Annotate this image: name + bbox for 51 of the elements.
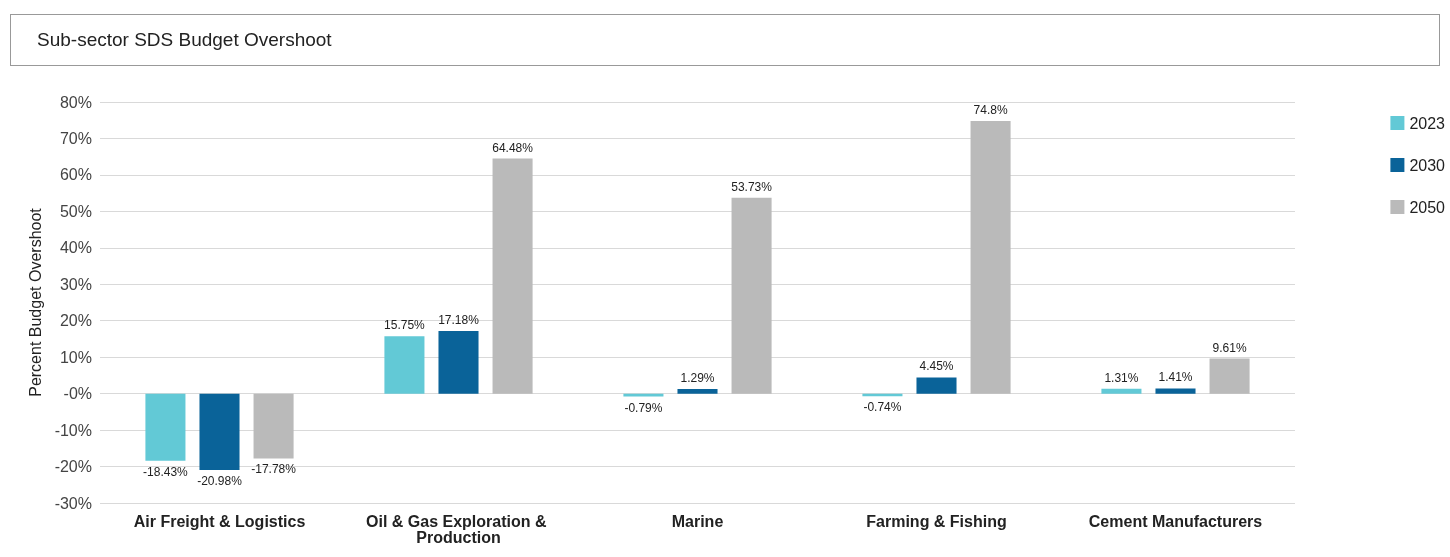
y-tick-label: -0% xyxy=(63,385,92,403)
data-label: 53.73% xyxy=(731,179,773,194)
x-tick-label: Air Freight & Logistics xyxy=(133,512,306,530)
data-label: -17.78% xyxy=(251,462,297,477)
data-label: 9.61% xyxy=(1212,340,1247,355)
x-tick-label: Farming & Fishing xyxy=(866,512,1007,530)
bar xyxy=(623,393,664,397)
data-label: 4.45% xyxy=(919,359,954,374)
y-tick-label: 80% xyxy=(59,93,92,111)
bar xyxy=(731,197,772,394)
data-label: -0.74% xyxy=(863,400,902,415)
data-label: 17.18% xyxy=(438,313,480,328)
x-tick-label: Marine xyxy=(671,512,724,530)
bar xyxy=(1101,388,1142,394)
data-label: -20.98% xyxy=(197,474,243,489)
bar xyxy=(438,331,479,394)
y-tick-label: 50% xyxy=(59,202,92,220)
x-tick-label: Oil & Gas Exploration & Production xyxy=(366,512,551,546)
y-tick-label: 10% xyxy=(59,348,92,366)
data-label: -18.43% xyxy=(143,464,189,479)
data-label: -0.79% xyxy=(624,400,663,415)
y-tick-label: 70% xyxy=(59,129,92,147)
y-tick-label: -10% xyxy=(54,421,92,439)
bar xyxy=(1155,388,1196,394)
y-tick-label: -30% xyxy=(54,494,92,512)
bar xyxy=(199,393,240,471)
y-tick-label: 20% xyxy=(59,312,92,330)
data-label: 74.8% xyxy=(973,102,1008,117)
y-tick-label: -20% xyxy=(54,458,92,476)
y-tick-label: 30% xyxy=(59,275,92,293)
y-tick-label: 40% xyxy=(59,239,92,257)
data-label: 1.29% xyxy=(680,370,715,385)
legend-label: 2030 xyxy=(1409,156,1446,174)
data-label: 15.75% xyxy=(384,318,426,333)
data-label: 1.31% xyxy=(1104,370,1139,385)
data-label: 1.41% xyxy=(1158,370,1193,385)
bar xyxy=(145,393,186,461)
y-tick-label: 60% xyxy=(59,166,92,184)
bar xyxy=(916,377,957,394)
x-tick-label: Cement Manufacturers xyxy=(1088,512,1263,530)
bar xyxy=(677,388,718,394)
bar xyxy=(384,336,425,394)
bar xyxy=(492,158,533,394)
y-axis-title: Percent Budget Overshoot xyxy=(27,207,45,397)
bar xyxy=(253,393,294,459)
legend-label: 2050 xyxy=(1409,198,1446,216)
bar xyxy=(970,120,1011,394)
chart-title: Sub-sector SDS Budget Overshoot xyxy=(10,14,1440,66)
data-label: 64.48% xyxy=(492,140,534,155)
legend-label: 2023 xyxy=(1409,114,1446,132)
bar xyxy=(1209,358,1250,394)
